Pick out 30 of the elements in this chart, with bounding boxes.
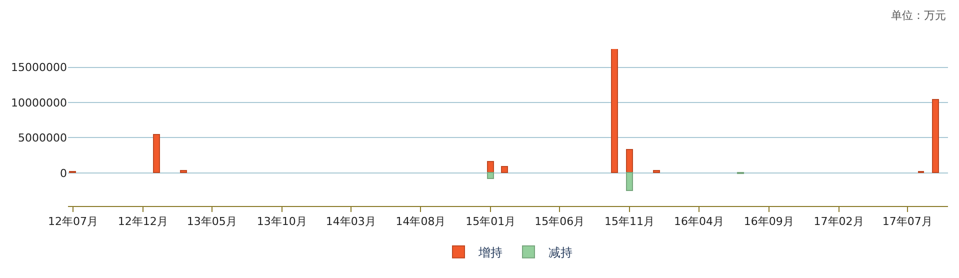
x-tick-label: 17年02月: [814, 215, 864, 228]
x-tick-label: 16年09月: [744, 215, 794, 228]
bar: [611, 49, 618, 173]
x-tick-label: 17年07月: [882, 215, 932, 228]
x-tick-label: 13年10月: [256, 215, 307, 228]
bar: [626, 149, 633, 173]
bar: [487, 172, 494, 179]
bar: [653, 170, 660, 173]
bar: [487, 161, 494, 173]
bar: [153, 134, 160, 173]
y-tick-label: 15000000: [11, 61, 67, 74]
x-tick-label: 15年11月: [604, 215, 655, 228]
y-tick-label: 0: [60, 166, 67, 180]
bar: [626, 172, 633, 191]
x-tick-label: 14年03月: [326, 215, 376, 228]
x-tick-label: 14年08月: [396, 215, 446, 228]
bar: [932, 99, 939, 173]
x-tick-label: 16年04月: [674, 215, 724, 228]
x-tick-label: 15年01月: [466, 215, 516, 228]
bar: [180, 170, 187, 173]
legend-label: 增持: [478, 246, 502, 260]
x-tick-label: 13年05月: [186, 215, 237, 228]
bar: [501, 166, 508, 173]
x-tick-label: 15年06月: [534, 215, 585, 228]
text: 单位：万元: [891, 9, 946, 22]
x-tick-label: 12年12月: [118, 215, 168, 228]
y-tick-label: 10000000: [11, 96, 67, 110]
y-tick-label: 5000000: [18, 132, 67, 145]
legend-label: 减持: [548, 246, 572, 260]
x-tick-label: 12年07月: [48, 215, 98, 228]
